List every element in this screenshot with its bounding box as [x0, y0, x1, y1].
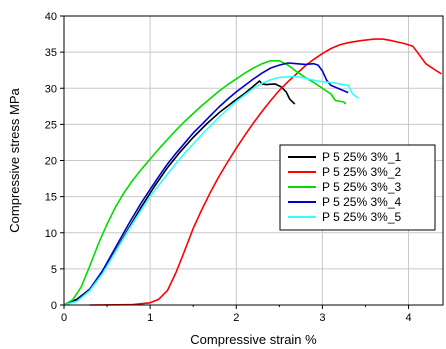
legend-label: P 5 25% 3%_5	[322, 210, 401, 224]
y-tick-label: 25	[45, 119, 57, 131]
legend-label: P 5 25% 3%_3	[322, 180, 401, 194]
x-tick-label: 0	[61, 312, 67, 324]
series-layer	[63, 38, 442, 306]
legend-label: P 5 25% 3%_4	[322, 195, 401, 209]
y-axis-title: Compressive stress MPa	[7, 87, 22, 232]
x-tick-label: 1	[147, 312, 153, 324]
y-tick-label: 10	[45, 228, 57, 240]
tick-marks	[60, 15, 410, 309]
legend-label: P 5 25% 3%_2	[322, 165, 401, 179]
legend: P 5 25% 3%_1P 5 25% 3%_2P 5 25% 3%_3P 5 …	[279, 144, 436, 231]
legend-entries: P 5 25% 3%_1P 5 25% 3%_2P 5 25% 3%_3P 5 …	[288, 150, 401, 224]
y-tick-label: 40	[45, 11, 57, 23]
x-tick-label: 4	[405, 312, 411, 324]
x-tick-label: 3	[319, 312, 325, 324]
x-axis-title: Compressive strain %	[190, 332, 317, 347]
y-tick-label: 20	[45, 156, 57, 168]
y-tick-label: 35	[45, 47, 57, 59]
series-line-4	[63, 62, 349, 306]
series-line-5	[63, 75, 360, 306]
series-line-2	[89, 38, 442, 306]
y-tick-label: 15	[45, 192, 57, 204]
x-tick-label: 2	[233, 312, 239, 324]
legend-label: P 5 25% 3%_1	[322, 150, 401, 164]
y-tick-label: 5	[51, 264, 57, 276]
y-tick-labels: 0 5 10 15 20 25 30 35 40	[45, 11, 57, 312]
x-tick-labels: 0 1 2 3 4	[61, 312, 412, 324]
y-tick-label: 30	[45, 83, 57, 95]
y-tick-label: 0	[51, 300, 57, 312]
